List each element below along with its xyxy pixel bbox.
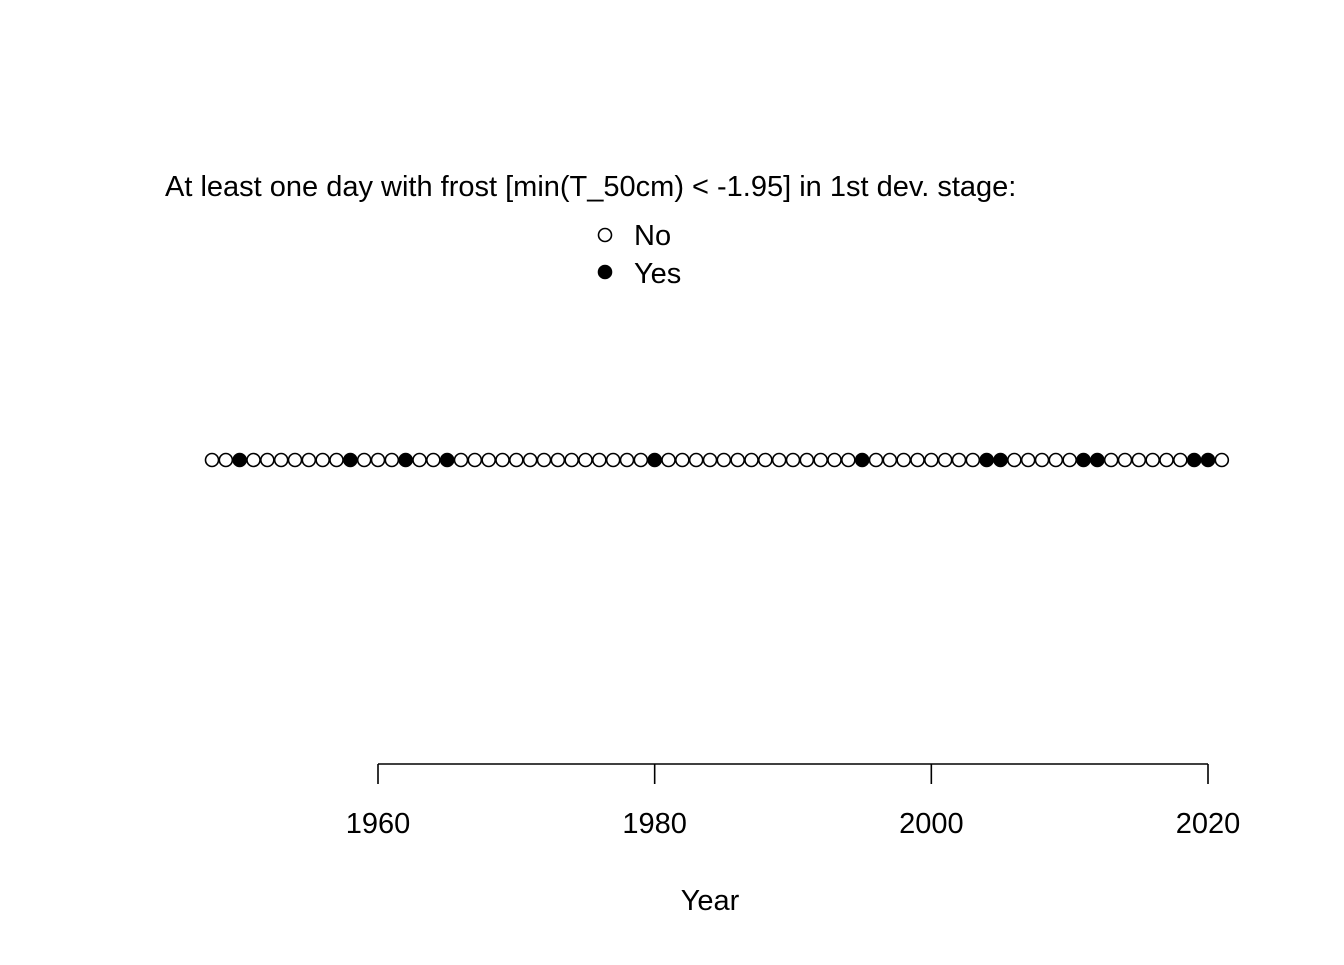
data-point-no-2003: [965, 452, 981, 468]
x-tick-label-1960: 1960: [346, 808, 411, 840]
x-axis-label: Year: [681, 885, 740, 917]
data-point-no-1959: [356, 452, 372, 468]
data-point-no-1982: [675, 452, 690, 468]
legend-marker-yes: [597, 264, 613, 280]
data-point-yes-2020: [1200, 452, 1216, 468]
data-point-no-1974: [564, 452, 579, 468]
data-point-no-1948: [204, 452, 220, 468]
x-tick-label-1980: 1980: [622, 808, 687, 840]
data-point-no-2013: [1103, 452, 1119, 468]
data-point-no-1975: [578, 452, 593, 468]
legend-marker-no: [597, 227, 613, 243]
data-point-no-2014: [1117, 452, 1133, 468]
data-point-no-1955: [301, 452, 317, 468]
data-point-no-2007: [1020, 452, 1036, 468]
data-point-yes-1995: [854, 452, 870, 468]
data-point-no-1986: [730, 452, 745, 468]
data-point-no-2008: [1034, 452, 1050, 468]
data-point-yes-2012: [1090, 452, 1105, 468]
data-point-no-1961: [384, 452, 400, 468]
data-point-no-1981: [661, 452, 676, 468]
data-point-no-1953: [273, 452, 289, 468]
data-point-no-1976: [592, 452, 607, 468]
data-point-no-1956: [315, 452, 330, 468]
data-point-no-1994: [841, 452, 856, 468]
data-point-no-1991: [799, 452, 815, 468]
data-point-no-1954: [287, 452, 303, 468]
data-point-yes-2004: [979, 452, 994, 468]
data-point-no-1957: [329, 452, 344, 468]
data-point-no-1978: [619, 452, 635, 468]
data-point-no-2018: [1173, 452, 1188, 468]
data-point-no-1996: [868, 452, 884, 468]
data-point-yes-2011: [1076, 452, 1091, 468]
data-point-no-1951: [246, 452, 261, 468]
data-point-no-1979: [633, 452, 649, 468]
data-point-no-1989: [771, 452, 787, 468]
data-point-no-1973: [550, 452, 566, 468]
data-point-no-1969: [495, 452, 510, 468]
data-point-no-1972: [536, 452, 552, 468]
data-point-no-1997: [882, 452, 898, 468]
data-point-no-1968: [481, 452, 496, 468]
legend-label-no: No: [634, 220, 671, 252]
data-point-yes-1962: [398, 452, 413, 468]
data-point-no-1990: [785, 452, 801, 468]
legend-label-yes: Yes: [634, 258, 681, 290]
data-point-no-1960: [370, 452, 386, 468]
data-point-no-2006: [1007, 452, 1022, 468]
data-point-no-1992: [813, 452, 828, 468]
legend-title: At least one day with frost [min(T_50cm)…: [165, 171, 1016, 203]
legend: At least one day with frost [min(T_50cm)…: [165, 171, 1016, 290]
data-point-no-1963: [412, 452, 427, 468]
data-point-no-1993: [827, 452, 842, 468]
data-point-no-1983: [688, 452, 704, 468]
data-point-yes-1965: [439, 452, 455, 468]
data-point-no-2017: [1159, 452, 1174, 468]
data-point-no-1999: [910, 452, 925, 468]
data-point-no-1985: [716, 452, 732, 468]
data-point-no-2016: [1145, 452, 1160, 468]
data-point-no-1949: [218, 452, 234, 468]
data-point-no-1987: [744, 452, 759, 468]
data-point-no-1966: [453, 452, 469, 468]
data-points: [204, 452, 1230, 468]
data-point-yes-1980: [647, 452, 662, 468]
data-point-no-1998: [896, 452, 911, 468]
data-point-no-2000: [924, 452, 939, 468]
data-point-yes-1958: [343, 452, 358, 468]
data-point-no-2010: [1062, 452, 1077, 468]
data-point-no-1988: [758, 452, 773, 468]
data-point-no-1970: [509, 452, 524, 468]
data-point-no-1971: [522, 452, 538, 468]
data-point-no-1977: [605, 452, 621, 468]
data-point-no-1967: [467, 452, 483, 468]
x-axis: 1960 1980 2000 2020: [346, 763, 1241, 840]
x-tick-label-2020: 2020: [1176, 808, 1241, 840]
data-point-yes-2005: [993, 452, 1008, 468]
data-point-yes-1950: [232, 452, 247, 468]
data-point-no-2002: [951, 452, 967, 468]
data-point-no-1952: [260, 452, 275, 468]
data-point-no-2001: [937, 452, 953, 468]
data-point-yes-2019: [1186, 452, 1202, 468]
data-point-no-2021: [1214, 452, 1230, 468]
data-point-no-2009: [1048, 452, 1064, 468]
data-point-no-2015: [1131, 452, 1147, 468]
x-tick-label-2000: 2000: [899, 808, 964, 840]
data-point-no-1984: [702, 452, 718, 468]
data-point-no-1964: [426, 452, 441, 468]
